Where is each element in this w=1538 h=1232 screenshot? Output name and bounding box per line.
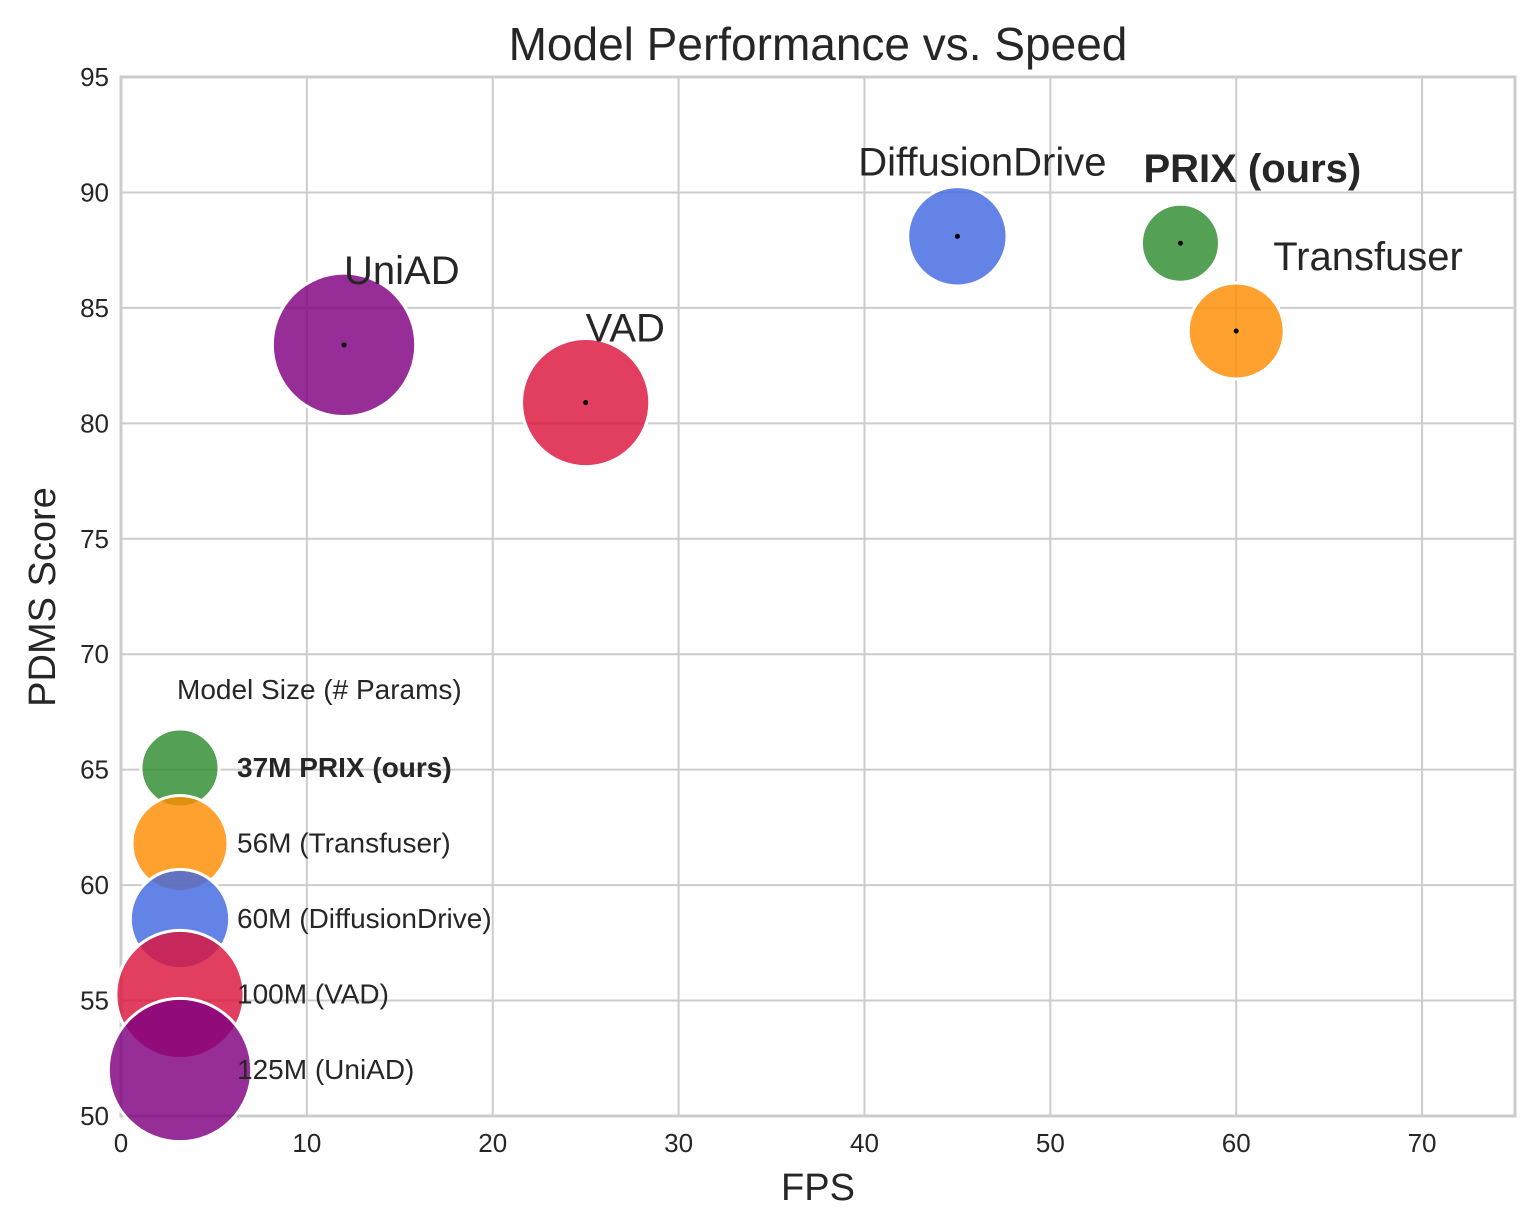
center-dot-transfuser [1233,328,1239,334]
data-points: PRIX (ours) Transfuser DiffusionDrive VAD Un… [270,140,1463,469]
y-tick-label: 90 [80,177,109,207]
tick-labels: 0 10 20 30 40 50 60 70 50 55 60 65 70 75 80 85 90 95 [80,62,1436,1158]
y-tick-label: 65 [80,755,109,785]
legend-label-uniad: 125M (UniAD) [237,1054,414,1085]
x-axis-label: FPS [781,1167,855,1209]
center-dot-prix-ours [1177,240,1183,246]
legend-label-transfuser: 56M (Transfuser) [237,828,451,859]
y-tick-label: 60 [80,870,109,900]
x-tick-label: 50 [1036,1128,1065,1158]
legend-label-prix-ours: 37M PRIX (ours) [237,752,452,783]
x-tick-label: 20 [478,1128,507,1158]
x-tick-label: 40 [850,1128,879,1158]
chart-title: Model Performance vs. Speed [509,18,1128,70]
y-tick-label: 50 [80,1101,109,1131]
x-tick-label: 0 [114,1128,128,1158]
legend: Model Size (# Params) 37M PRIX (ours) 56M… [106,674,492,1144]
x-tick-label: 30 [664,1128,693,1158]
y-axis-label: PDMS Score [22,487,64,707]
y-tick-label: 55 [80,986,109,1016]
y-tick-label: 95 [80,62,109,92]
x-tick-label: 60 [1222,1128,1251,1158]
annotation-prix-ours: PRIX (ours) [1143,147,1361,191]
annotation-uniad: UniAD [344,249,460,293]
x-tick-label: 70 [1408,1128,1437,1158]
center-dot-vad [583,400,589,406]
y-tick-label: 85 [80,293,109,323]
x-tick-label: 10 [292,1128,321,1158]
annotation-vad: VAD [586,307,665,351]
y-tick-label: 70 [80,639,109,669]
y-tick-label: 80 [80,408,109,438]
plot-frame [119,75,1517,1118]
center-dot-uniad [341,342,347,348]
y-tick-label: 75 [80,524,109,554]
annotation-transfuser: Transfuser [1273,235,1463,279]
center-dot-diffusiondrive [954,233,960,239]
grid-lines [120,76,1515,1117]
legend-title: Model Size (# Params) [177,674,462,705]
legend-marker-uniad [106,996,254,1144]
legend-label-diffusiondrive: 60M (DiffusionDrive) [237,903,492,934]
legend-label-vad: 100M (VAD) [237,979,389,1010]
annotation-diffusiondrive: DiffusionDrive [858,140,1106,184]
